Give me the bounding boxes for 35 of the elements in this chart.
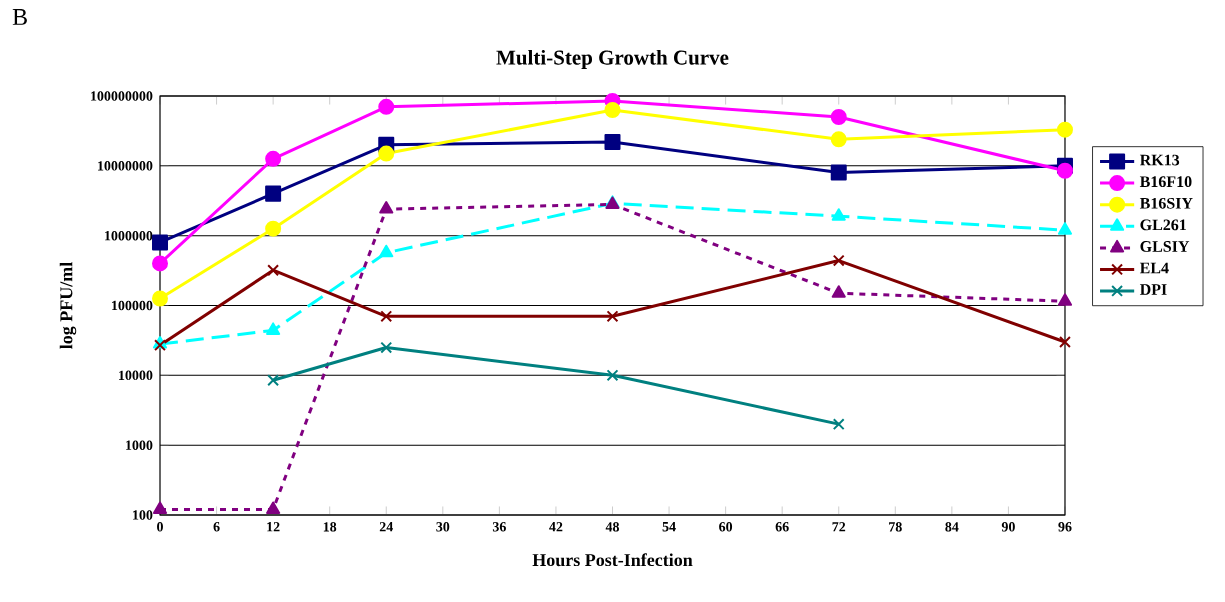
y-tick-label: 100000: [112, 300, 153, 311]
legend-label: RK13: [1139, 154, 1180, 166]
x-axis-title: Hours Post-Infection: [532, 553, 693, 567]
chart-title: Multi-Step Growth Curve: [496, 49, 729, 69]
y-tick-label: 10000000: [98, 161, 153, 171]
text: B: [12, 9, 27, 25]
x-tick-label: 72: [832, 522, 846, 532]
legend-label: GLSIY: [1140, 241, 1190, 252]
x-tick-label: 30: [436, 522, 450, 532]
x-tick-label: 90: [1001, 522, 1015, 532]
legend-label: B16F10: [1139, 176, 1192, 188]
x-tick-label: 36: [492, 522, 506, 532]
legend-label: B16SIY: [1139, 197, 1193, 209]
x-tick-label: 96: [1058, 522, 1072, 532]
y-tick-label: 1000: [126, 440, 153, 450]
legend-label: DPI: [1139, 284, 1167, 295]
x-tick-label: 66: [775, 522, 789, 532]
x-tick-label: 84: [945, 522, 959, 532]
y-tick-label: 10000: [119, 370, 153, 381]
y-axis-title: log PFU/ml: [59, 262, 77, 349]
x-tick-label: 42: [549, 522, 563, 532]
x-tick-label: 24: [379, 522, 393, 532]
legend-label: EL4: [1139, 262, 1169, 274]
x-tick-label: 60: [719, 522, 733, 532]
x-tick-label: 18: [323, 522, 337, 532]
x-tick-label: 48: [605, 522, 620, 532]
legend-label: GL261: [1140, 219, 1186, 231]
y-tick-label: 100: [133, 510, 153, 520]
x-tick-label: 0: [157, 522, 163, 532]
x-tick-label: 6: [213, 522, 220, 532]
x-tick-label: 12: [267, 522, 280, 532]
x-tick-label: 54: [662, 522, 676, 532]
y-tick-label: 1000000: [105, 230, 153, 241]
y-tick-label: 100000000: [91, 91, 153, 101]
x-tick-label: 78: [889, 522, 902, 532]
